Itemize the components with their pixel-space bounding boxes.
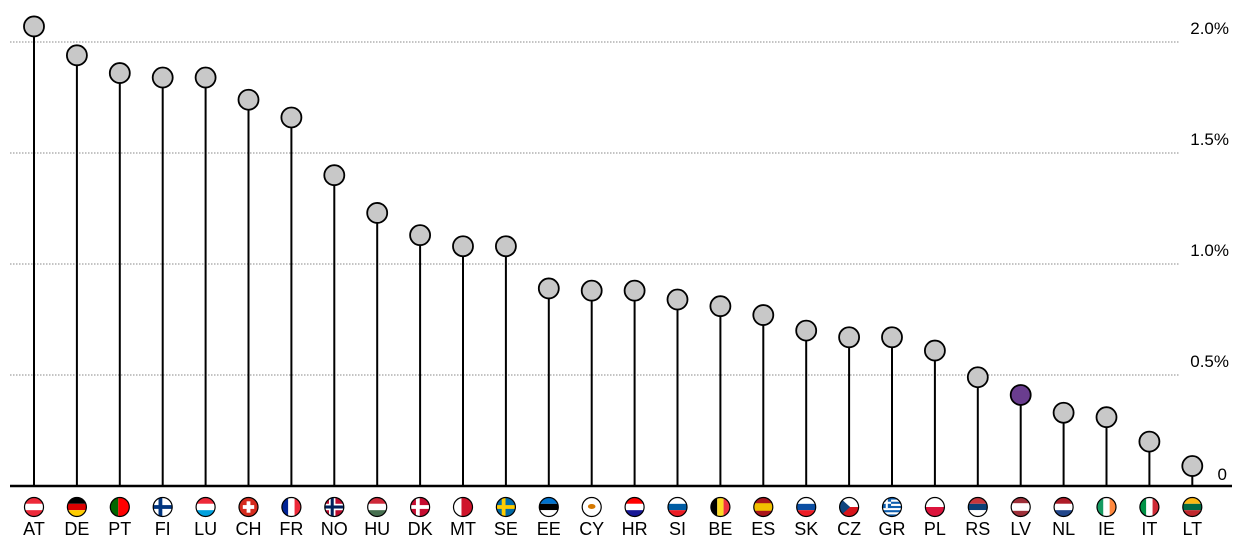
grid — [10, 41, 1180, 376]
dot-dk — [409, 224, 432, 247]
flag-es-icon — [753, 496, 774, 518]
dot-pl — [924, 339, 946, 362]
x-tick-label: LV — [1010, 519, 1031, 539]
flag-se-icon — [495, 496, 516, 518]
flag-ee-icon — [538, 496, 559, 518]
dot-fi — [151, 66, 174, 89]
y-axis-ticks: 0 0.5% 1.0% 1.5% 2.0% — [1190, 19, 1229, 484]
flag-ie-icon — [1096, 496, 1117, 518]
dot-pt — [108, 62, 131, 84]
flag-pt-icon — [109, 496, 130, 518]
flag-at-icon — [23, 496, 45, 518]
x-tick-label: EE — [537, 519, 561, 539]
flag-dk-icon — [410, 496, 431, 518]
dot-at — [23, 15, 45, 38]
dot-lv — [1009, 384, 1032, 406]
flag-cz-icon — [838, 496, 860, 518]
dot-rs — [966, 366, 989, 389]
flag-no-icon — [324, 496, 345, 518]
x-tick-label: IE — [1098, 519, 1115, 539]
dot-lt — [1181, 455, 1204, 477]
dot-no — [323, 164, 346, 187]
x-tick-label: ES — [751, 519, 775, 539]
flag-hr-icon — [624, 496, 645, 518]
flag-sk-icon — [796, 496, 817, 518]
x-tick-label: CZ — [837, 519, 861, 539]
x-tick-label: PL — [924, 519, 946, 539]
flag-it-icon — [1139, 496, 1160, 518]
x-tick-label: FI — [155, 519, 171, 539]
x-tick-label: PT — [108, 519, 131, 539]
flag-lv-icon — [1010, 496, 1031, 518]
dot-sk — [795, 319, 818, 342]
x-tick-label: IT — [1141, 519, 1157, 539]
dot-si — [666, 288, 689, 311]
x-tick-label: RS — [965, 519, 990, 539]
dot-ch — [237, 88, 260, 111]
dot-fr — [280, 106, 303, 129]
flag-rs-icon — [967, 496, 988, 518]
y-tick-label: 0.5% — [1190, 352, 1229, 371]
dot-se — [494, 235, 517, 258]
x-tick-label: HR — [622, 519, 648, 539]
x-tick-label: SE — [494, 519, 518, 539]
dot-it — [1138, 430, 1161, 453]
flag-lu-icon — [195, 496, 216, 518]
y-tick-label: 1.5% — [1190, 130, 1229, 149]
x-tick-label: NO — [321, 519, 348, 539]
x-tick-label: LT — [1182, 519, 1202, 539]
x-tick-label: HU — [364, 519, 390, 539]
flag-fr-icon — [281, 496, 302, 518]
dots — [23, 15, 1204, 477]
x-tick-label: NL — [1052, 519, 1075, 539]
x-tick-label: BE — [708, 519, 732, 539]
dot-hr — [623, 279, 646, 302]
flag-ch-icon — [238, 496, 259, 518]
flag-be-icon — [710, 496, 731, 518]
stems — [33, 36, 1194, 486]
dot-cz — [838, 326, 860, 349]
flag-hu-icon — [367, 496, 388, 518]
x-tick-label: DK — [408, 519, 433, 539]
dot-gr — [881, 326, 903, 349]
dot-ie — [1095, 406, 1118, 429]
flag-lt-icon — [1182, 496, 1203, 518]
flag-nl-icon — [1053, 496, 1074, 518]
dot-ee — [537, 277, 560, 300]
dot-es — [752, 304, 775, 326]
flag-gr-icon — [881, 496, 903, 518]
y-tick-label: 0 — [1218, 465, 1227, 484]
x-tick-label: CH — [236, 519, 262, 539]
x-tick-label: MT — [450, 519, 476, 539]
dot-mt — [452, 235, 474, 258]
flag-mt-icon — [452, 496, 474, 518]
y-tick-label: 2.0% — [1190, 19, 1229, 38]
flag-de-icon — [66, 496, 88, 518]
flag-si-icon — [667, 496, 688, 518]
dot-be — [709, 295, 732, 318]
dot-hu — [366, 202, 389, 224]
dot-nl — [1052, 401, 1075, 424]
y-tick-label: 1.0% — [1190, 241, 1229, 260]
x-tick-label: FR — [279, 519, 303, 539]
flag-fi-icon — [152, 496, 173, 518]
x-tick-label: GR — [879, 519, 906, 539]
dot-cy — [580, 279, 603, 302]
flag-cy-icon — [581, 496, 602, 518]
x-axis-labels: AT DE PT FI LU CH FR NO HU DK MT SE EE CY HR SI BE ES SK CZ… — [23, 519, 1202, 539]
dot-de — [66, 44, 88, 67]
flag-pl-icon — [924, 496, 946, 518]
dot-lu — [194, 66, 217, 89]
x-tick-label: AT — [23, 519, 45, 539]
x-tick-label: LU — [194, 519, 217, 539]
x-tick-label: DE — [64, 519, 89, 539]
flags — [23, 496, 1203, 518]
x-tick-label: SI — [669, 519, 686, 539]
x-tick-label: SK — [794, 519, 818, 539]
x-tick-label: CY — [579, 519, 604, 539]
